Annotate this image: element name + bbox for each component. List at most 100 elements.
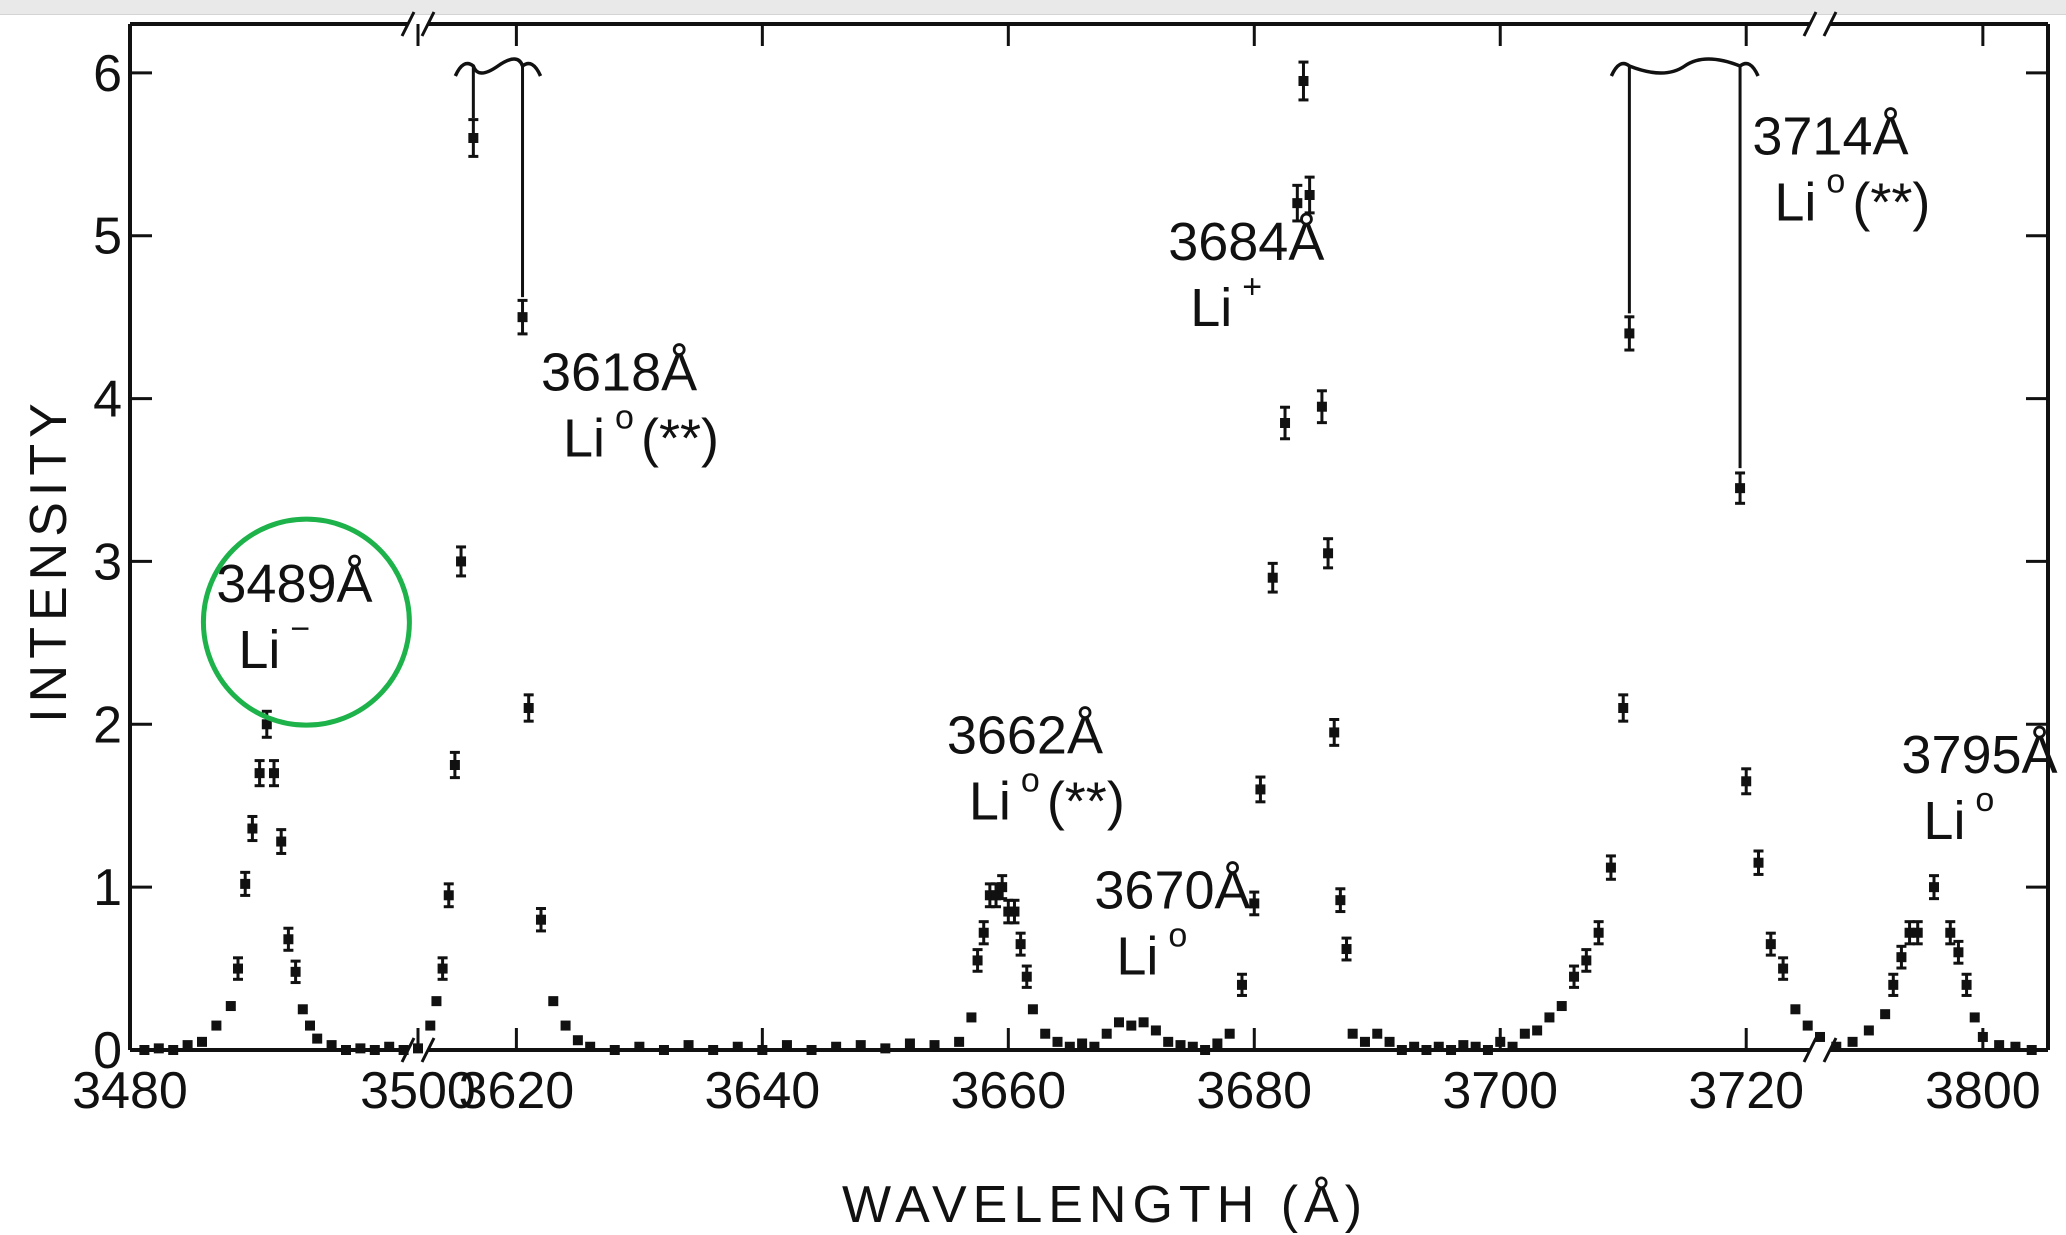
peak-species-superscript: o — [1021, 762, 1040, 800]
data-marker — [197, 1036, 207, 1047]
data-marker — [523, 703, 534, 713]
data-point — [398, 1045, 409, 1055]
data-point — [572, 1035, 583, 1046]
data-point — [182, 1040, 193, 1051]
data-marker — [1267, 572, 1278, 583]
data-marker — [225, 1001, 236, 1012]
peak-wavelength-label: 3618Å — [541, 342, 697, 402]
data-point — [2010, 1041, 2021, 1052]
data-marker — [1569, 971, 1580, 982]
data-point — [211, 1020, 222, 1031]
data-marker — [880, 1043, 891, 1054]
data-point — [305, 1020, 315, 1031]
data-point — [1150, 1025, 1161, 1036]
data-marker — [1880, 1009, 1891, 1020]
data-marker — [560, 1020, 571, 1031]
data-marker — [240, 878, 251, 889]
data-marker — [468, 133, 479, 143]
data-marker — [572, 1035, 583, 1046]
data-point — [1482, 1045, 1493, 1055]
y-tick-label: 6 — [93, 45, 122, 103]
offscale-brace — [453, 57, 543, 77]
data-marker — [1847, 1036, 1858, 1047]
data-point — [1040, 1028, 1051, 1039]
data-marker — [984, 890, 995, 901]
data-point — [1396, 1045, 1407, 1055]
data-marker — [1961, 979, 1972, 990]
data-point — [456, 545, 467, 578]
data-marker — [1790, 1004, 1801, 1015]
axis-break-mark — [420, 11, 436, 37]
data-point — [341, 1045, 351, 1055]
data-marker — [683, 1040, 694, 1051]
data-marker — [431, 996, 442, 1007]
data-marker — [398, 1045, 409, 1055]
data-marker — [1329, 727, 1340, 738]
peak-species-label: Li — [1774, 172, 1816, 232]
data-point — [757, 1045, 768, 1055]
data-point — [732, 1041, 743, 1052]
data-marker — [1101, 1028, 1112, 1039]
data-marker — [1015, 939, 1026, 950]
data-marker — [1409, 1041, 1420, 1052]
data-marker — [139, 1045, 150, 1055]
data-point — [1945, 920, 1956, 946]
data-marker — [1150, 1025, 1161, 1036]
data-point — [312, 1033, 323, 1044]
data-marker — [1605, 862, 1616, 873]
data-marker — [1163, 1036, 1174, 1047]
data-point — [1802, 1020, 1813, 1031]
data-point — [355, 1043, 366, 1054]
data-marker — [1741, 776, 1752, 787]
data-point — [1831, 1041, 1842, 1052]
data-point — [548, 996, 559, 1007]
data-marker — [855, 1040, 866, 1051]
data-point — [437, 956, 448, 981]
data-marker — [609, 1045, 620, 1055]
data-point — [831, 1041, 842, 1052]
data-point — [1114, 1017, 1124, 1028]
data-point — [276, 828, 287, 855]
data-marker — [548, 996, 559, 1007]
peak-species-superscript: o — [1826, 162, 1845, 200]
data-point — [1446, 1045, 1457, 1055]
data-marker — [1187, 1041, 1198, 1052]
data-marker — [535, 914, 546, 925]
axis-break-mark — [1802, 1037, 1818, 1063]
data-marker — [369, 1045, 380, 1055]
data-point — [1605, 854, 1616, 881]
data-point — [1224, 1028, 1235, 1039]
offscale-brace — [1609, 57, 1760, 77]
peak-species-label: Li — [1923, 791, 1965, 851]
data-point — [1929, 874, 1939, 901]
data-marker — [276, 836, 287, 847]
data-point — [1187, 1041, 1198, 1052]
data-marker — [1347, 1028, 1358, 1039]
data-marker — [1052, 1036, 1063, 1047]
data-marker — [1994, 1040, 2005, 1051]
peak-species-label: Li — [1190, 278, 1232, 338]
data-point — [1372, 1028, 1383, 1039]
data-point — [1969, 1012, 1980, 1023]
x-tick-label: 3660 — [950, 1062, 1066, 1120]
data-marker — [1236, 979, 1247, 990]
data-marker — [517, 312, 528, 323]
data-marker — [1495, 1036, 1506, 1047]
axis-break-mark — [420, 1037, 436, 1063]
data-point — [369, 1045, 380, 1055]
data-marker — [2026, 1045, 2037, 1055]
plot-frame — [128, 11, 2050, 1063]
data-marker — [1421, 1045, 1432, 1055]
data-point — [247, 814, 258, 843]
data-point — [1421, 1045, 1432, 1055]
data-point — [1912, 920, 1923, 946]
data-marker — [1114, 1017, 1124, 1028]
data-point — [929, 1040, 940, 1051]
data-point — [1961, 972, 1972, 997]
data-marker — [1089, 1041, 1100, 1052]
window-top-divider — [0, 14, 2066, 15]
highlight-circle — [200, 516, 412, 728]
data-point — [1175, 1040, 1186, 1051]
data-point — [658, 1045, 669, 1055]
